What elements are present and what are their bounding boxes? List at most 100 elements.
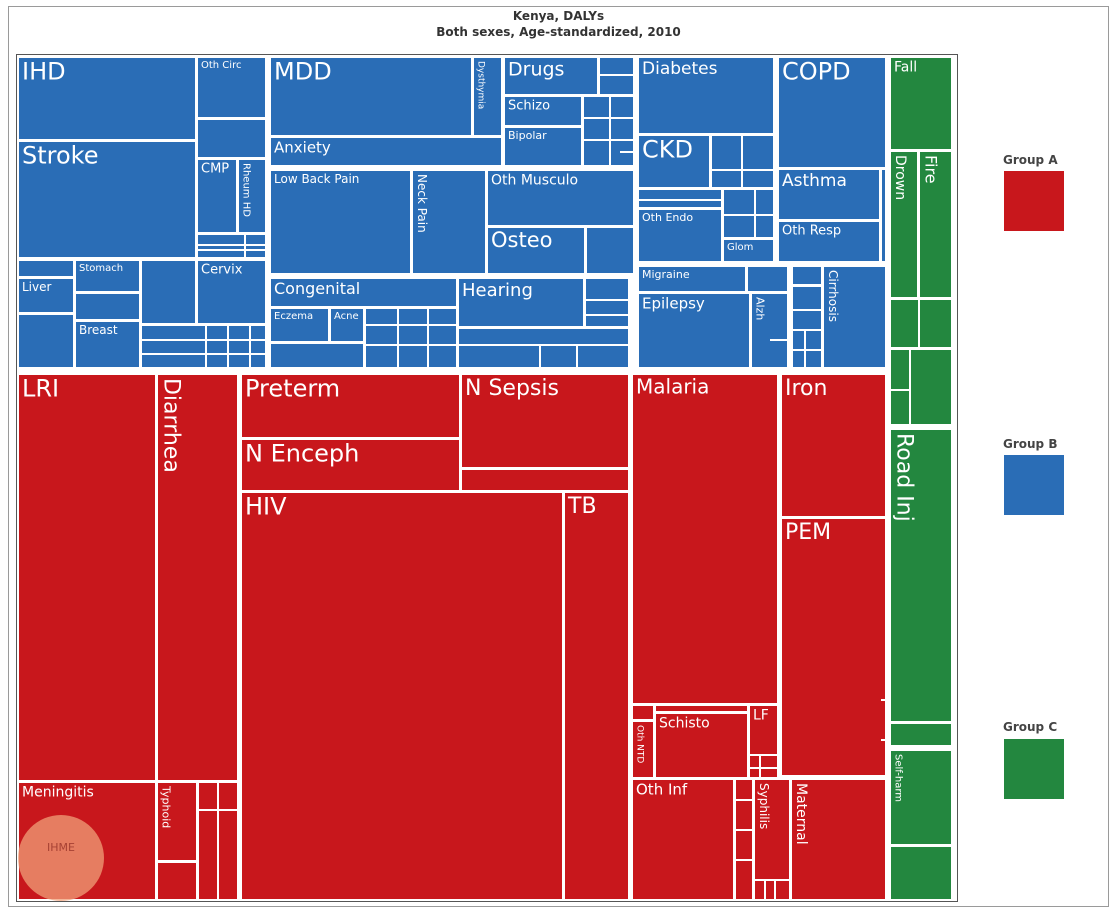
treemap-label-low-back-pain: Low Back Pain — [274, 172, 359, 186]
treemap-label-ckd: CKD — [642, 136, 693, 164]
treemap-cell-oth-endo — [637, 208, 723, 263]
treemap-cell-dysthymia — [472, 56, 503, 137]
treemap-cell-osteo — [486, 226, 586, 275]
treemap-cell-glom — [722, 238, 775, 263]
treemap-cell-low-back-pain — [269, 169, 412, 275]
treemap-label-iron: Iron — [785, 376, 827, 401]
treemap-label-oth-inf: Oth Inf — [636, 780, 688, 798]
treemap-cell-diarrhea — [156, 373, 239, 782]
treemap-label-congenital: Congenital — [274, 279, 360, 298]
treemap-label-neck-pain: Neck Pain — [415, 174, 429, 233]
treemap-cell-oth-inf — [631, 778, 735, 901]
treemap-cell-ckd — [637, 134, 711, 189]
treemap-cell-breast — [74, 320, 141, 369]
treemap-label-diarrhea: Diarrhea — [158, 378, 183, 473]
treemap-svg: IHD Oth Circ Stroke CMP Rheum HD Stomach Liver… — [17, 56, 953, 901]
treemap-label-oth-endo: Oth Endo — [642, 211, 693, 224]
treemap-label-copd: COPD — [782, 58, 851, 86]
legend-label-group-b: Group B — [1003, 437, 1058, 451]
treemap-label-hearing: Hearing — [462, 280, 533, 301]
treemap-cell-preterm — [240, 373, 461, 439]
treemap-cell-hiv — [240, 491, 564, 901]
treemap-label-glom: Glom — [727, 242, 753, 253]
treemap-label-syphilis: Syphilis — [757, 783, 771, 829]
treemap-cell-schizo — [503, 95, 583, 127]
treemap-cell — [460, 468, 630, 492]
treemap-label-oth-resp: Oth Resp — [782, 224, 841, 239]
treemap-cell-lf — [748, 704, 779, 779]
treemap-label-rheum-hd: Rheum HD — [241, 163, 252, 217]
treemap-cell — [791, 285, 823, 369]
treemap-label-meningitis: Meningitis — [22, 784, 94, 800]
legend-label-group-c: Group C — [1003, 720, 1058, 734]
treemap-cell-bipolar — [503, 126, 583, 167]
treemap-cell — [889, 722, 953, 747]
treemap-label-nsepsis: N Sepsis — [465, 376, 559, 401]
treemap-label-preterm: Preterm — [245, 375, 340, 403]
treemap-cell-schisto — [654, 712, 749, 779]
treemap-label-oth-circ: Oth Circ — [201, 60, 241, 71]
treemap-cell-malaria — [631, 373, 779, 705]
treemap-cell-diabetes — [637, 56, 775, 135]
treemap-cell — [889, 845, 953, 901]
ihme-logo: IHME — [18, 815, 104, 901]
treemap-cell — [585, 226, 635, 275]
treemap-label-mdd: MDD — [274, 58, 332, 86]
treemap-label-ihd: IHD — [22, 58, 66, 86]
treemap-label-typhoid: Typhoid — [160, 785, 173, 828]
treemap-label-dysthymia: Dysthymia — [475, 61, 485, 109]
treemap-cell-cirrhosis — [822, 265, 887, 369]
treemap-cell — [582, 95, 635, 167]
treemap-label-maternal: Maternal — [793, 783, 809, 845]
treemap-label-acne: Acne — [334, 311, 359, 322]
treemap-cell — [17, 313, 75, 369]
treemap-cell — [880, 168, 887, 263]
treemap-label-fall: Fall — [894, 59, 917, 75]
treemap-cell-hearing — [457, 277, 585, 328]
legend-swatch-group-b — [1004, 455, 1064, 515]
treemap-cell-self-harm — [889, 749, 953, 846]
treemap-cell-stomach — [74, 259, 141, 293]
treemap-label-pem: PEM — [785, 520, 831, 545]
treemap-label-schizo: Schizo — [508, 99, 550, 114]
treemap-cell — [584, 277, 630, 328]
treemap-cell-alzh — [750, 292, 789, 369]
treemap-cell — [889, 348, 953, 426]
treemap-label-cirrhosis: Cirrhosis — [826, 270, 840, 322]
treemap-label-self-harm: Self-harm — [893, 754, 904, 802]
treemap-label-cervix: Cervix — [201, 263, 243, 278]
treemap-label-road-inj: Road Inj — [891, 433, 916, 522]
treemap-label-schisto: Schisto — [659, 715, 710, 731]
treemap-cell — [791, 265, 823, 286]
treemap-cell — [654, 704, 749, 713]
treemap-cell-anxiety — [269, 136, 503, 167]
treemap-cell — [140, 324, 267, 369]
treemap-cell-oth-musculo — [486, 169, 635, 227]
treemap-cell — [457, 327, 630, 369]
treemap-label-migraine: Migraine — [642, 268, 690, 281]
treemap-cell-cmp — [196, 158, 238, 234]
treemap-label-lri: LRI — [22, 375, 59, 403]
treemap-cell — [364, 307, 458, 369]
legend-swatch-group-a — [1004, 171, 1064, 231]
treemap-cell-nenceph — [240, 438, 461, 492]
treemap-label-oth-ntd: Oth NTD — [634, 725, 644, 763]
treemap-label-anxiety: Anxiety — [274, 138, 331, 156]
treemap-cell — [637, 188, 723, 209]
treemap-cell — [140, 259, 197, 325]
treemap-label-alzh: Alzh — [754, 297, 767, 320]
treemap-label-asthma: Asthma — [782, 171, 847, 191]
chart-frame — [8, 6, 1109, 907]
treemap-label-epilepsy: Epilepsy — [642, 294, 705, 312]
treemap-label-cmp: CMP — [201, 162, 229, 177]
treemap-cell-congenital — [269, 277, 458, 308]
treemap-label-stroke: Stroke — [22, 142, 98, 170]
treemap-label-stomach: Stomach — [79, 263, 123, 274]
legend-label-group-a: Group A — [1003, 153, 1058, 167]
treemap-cell-tb — [563, 491, 630, 901]
treemap-label-osteo: Osteo — [491, 228, 552, 252]
treemap-cell-nsepsis — [460, 373, 630, 469]
treemap-label-breast: Breast — [79, 323, 118, 337]
treemap-cell — [269, 342, 365, 369]
treemap-cell-maternal — [790, 778, 887, 901]
